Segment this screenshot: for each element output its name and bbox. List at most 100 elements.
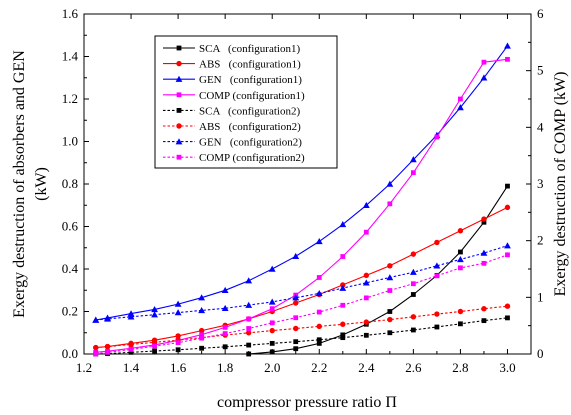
data-point [269, 349, 275, 355]
data-point [363, 272, 370, 279]
x-tick-label: 2.0 [264, 360, 280, 375]
legend-label: GEN (configuration1) [199, 74, 302, 86]
y-right-tick-label: 2 [537, 233, 544, 248]
data-point [386, 274, 394, 281]
data-point [481, 216, 487, 222]
data-point [457, 256, 464, 263]
data-point [504, 303, 511, 309]
data-point [363, 332, 369, 338]
data-point [409, 156, 417, 163]
legend-marker [176, 60, 182, 67]
data-point [505, 56, 510, 62]
x-tick-label: 2.8 [452, 360, 468, 375]
data-point [362, 201, 370, 208]
legend-label: SCA (configuration1) [199, 43, 300, 55]
data-point [128, 347, 134, 352]
data-point [222, 324, 228, 330]
y-axis-title-left-line1: Exergy destruction of absorbers and GEN [11, 50, 28, 318]
x-tick-label: 1.6 [170, 360, 187, 375]
y-left-tick-label: 0.4 [62, 261, 79, 276]
data-point [316, 275, 322, 280]
data-point [481, 318, 487, 324]
data-point [127, 310, 135, 317]
data-point [457, 104, 464, 111]
legend-item: COMP (configuration2) [163, 152, 305, 164]
data-point [93, 351, 99, 357]
data-point [315, 290, 323, 297]
data-point [434, 311, 440, 317]
data-point [152, 343, 157, 349]
data-point [316, 340, 322, 346]
data-point [387, 201, 393, 207]
legend-label: ABS (configuration2) [199, 121, 301, 133]
legend-marker [176, 92, 182, 98]
y-left-tick-label: 0.8 [62, 176, 78, 191]
legend-marker [175, 138, 183, 145]
data-point [268, 298, 276, 305]
legend-item: GEN (configuration2) [163, 137, 302, 149]
data-point [246, 326, 252, 331]
x-tick-label: 2.4 [358, 360, 375, 375]
data-point [363, 295, 369, 301]
data-point [387, 316, 393, 323]
data-point [505, 315, 510, 321]
data-point [458, 249, 463, 255]
data-point [480, 249, 488, 256]
data-point [269, 327, 275, 334]
data-point [481, 219, 487, 225]
data-point [504, 204, 511, 211]
legend-marker [176, 154, 182, 160]
data-point [505, 183, 510, 189]
series-8 [93, 252, 510, 357]
y-right-tick-label: 6 [537, 6, 544, 21]
data-point [269, 306, 275, 312]
data-point [199, 332, 205, 338]
x-tick-label: 2.2 [311, 360, 327, 375]
data-point [222, 344, 228, 350]
data-point [362, 279, 370, 286]
legend: SCA (configuration1) ABS (configuration1)… [154, 35, 338, 169]
data-point [104, 315, 111, 322]
data-point [386, 180, 394, 187]
data-point [245, 301, 253, 308]
data-point [293, 315, 299, 321]
data-point [104, 343, 111, 350]
data-point [175, 340, 181, 346]
data-point [221, 304, 229, 312]
legend-marker [176, 108, 182, 113]
data-point [293, 325, 299, 332]
legend-item: GEN (configuration1) [163, 74, 302, 86]
data-point [410, 281, 416, 287]
data-point [222, 331, 228, 336]
legend-item: SCA (configuration1) [163, 43, 300, 55]
legend-item: COMP (configuration1) [163, 90, 305, 102]
data-point [268, 265, 276, 272]
data-point [457, 228, 464, 234]
legend-marker [176, 123, 182, 129]
data-point [410, 327, 416, 333]
legend-label: COMP (configuration1) [199, 90, 305, 102]
data-point [199, 345, 205, 351]
data-point [433, 262, 441, 269]
y-left-tick-label: 1.4 [62, 49, 79, 64]
data-point [151, 311, 158, 318]
legend-marker [175, 75, 183, 82]
data-point [340, 335, 346, 341]
data-point [174, 309, 182, 316]
legend-item: ABS (configuration1) [163, 59, 301, 71]
x-tick-label: 1.2 [76, 360, 92, 375]
data-point [387, 288, 393, 293]
data-point [339, 220, 347, 228]
y-right-tick-label: 1 [537, 289, 544, 304]
data-point [339, 284, 347, 291]
x-tick-label: 1.8 [217, 360, 233, 375]
series-5 [93, 315, 510, 357]
data-point [246, 342, 252, 348]
y-right-tick-label: 3 [537, 176, 544, 191]
y-left-tick-label: 0.2 [62, 304, 78, 319]
data-point [387, 330, 393, 336]
data-point [434, 239, 440, 246]
data-point [409, 268, 417, 275]
y-right-tick-label: 0 [537, 346, 544, 361]
data-point [316, 323, 322, 330]
